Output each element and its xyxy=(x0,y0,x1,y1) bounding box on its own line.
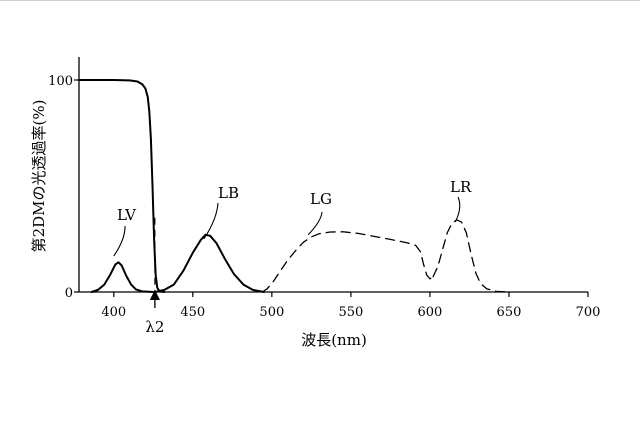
x-tick-label: 600 xyxy=(418,305,443,320)
series-lr xyxy=(433,220,509,292)
leader-line-lb xyxy=(204,203,218,239)
leader-line-lg xyxy=(308,212,322,235)
x-tick-label: 700 xyxy=(576,305,601,320)
series-2dm xyxy=(79,80,164,292)
y-tick-label: 100 xyxy=(48,74,73,89)
x-tick-label: 500 xyxy=(259,305,284,320)
x-tick-label: 550 xyxy=(338,305,363,320)
curve-label-lb: LB xyxy=(218,184,239,202)
series-lg xyxy=(262,232,433,292)
curve-labels: LV LB LG LR xyxy=(114,178,472,256)
x-tick-label: 400 xyxy=(101,305,126,320)
x-tick-label: 450 xyxy=(180,305,205,320)
series-lb xyxy=(155,235,264,292)
series-lv xyxy=(92,262,154,292)
y-axis-title: 第2DMの光透過率(%) xyxy=(30,100,48,253)
lambda-label: λ2 xyxy=(145,318,164,336)
curve-label-lr: LR xyxy=(450,178,472,196)
leader-line-lv xyxy=(114,226,125,256)
x-axis-title: 波長(nm) xyxy=(301,331,367,349)
curve-label-lv: LV xyxy=(117,206,137,224)
y-tick-label: 0 xyxy=(65,286,73,301)
curve-label-lg: LG xyxy=(310,190,332,208)
leader-line-lr xyxy=(455,197,460,222)
lambda-marker: λ2 xyxy=(145,218,164,336)
x-tick-label: 650 xyxy=(497,305,522,320)
series xyxy=(79,80,509,292)
